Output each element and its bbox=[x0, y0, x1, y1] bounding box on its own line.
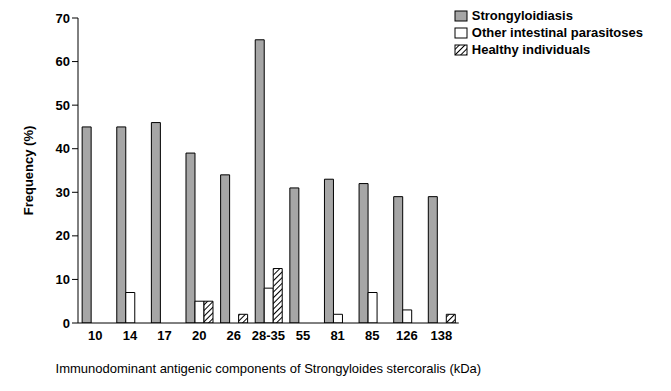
html-text:Other intestinal parasitoses: Other intestinal parasitoses bbox=[471, 25, 643, 40]
svg-text:55: 55 bbox=[296, 328, 310, 343]
svg-text:70: 70 bbox=[56, 11, 70, 26]
svg-text:0: 0 bbox=[63, 316, 70, 331]
svg-text:14: 14 bbox=[123, 328, 138, 343]
svg-text:17: 17 bbox=[157, 328, 171, 343]
svg-text:138: 138 bbox=[431, 328, 453, 343]
svg-text:10: 10 bbox=[56, 272, 70, 287]
svg-text:81: 81 bbox=[330, 328, 344, 343]
svg-text:30: 30 bbox=[56, 185, 70, 200]
svg-text:Frequency (%): Frequency (%) bbox=[21, 126, 36, 216]
svg-text:126: 126 bbox=[396, 328, 418, 343]
svg-text:40: 40 bbox=[56, 141, 70, 156]
svg-text:26: 26 bbox=[227, 328, 241, 343]
svg-text:50: 50 bbox=[56, 98, 70, 113]
svg-text:85: 85 bbox=[365, 328, 379, 343]
svg-text:28-35: 28-35 bbox=[252, 328, 285, 343]
svg-text:60: 60 bbox=[56, 54, 70, 69]
svg-text:20: 20 bbox=[192, 328, 206, 343]
svg-text:20: 20 bbox=[56, 228, 70, 243]
svg-text:10: 10 bbox=[88, 328, 102, 343]
html-text:Strongyloidiasis: Strongyloidiasis bbox=[471, 8, 573, 23]
html-text:Healthy individuals: Healthy individuals bbox=[471, 42, 591, 57]
svg-text:Immunodominant antigenic compo: Immunodominant antigenic components of S… bbox=[56, 361, 482, 376]
